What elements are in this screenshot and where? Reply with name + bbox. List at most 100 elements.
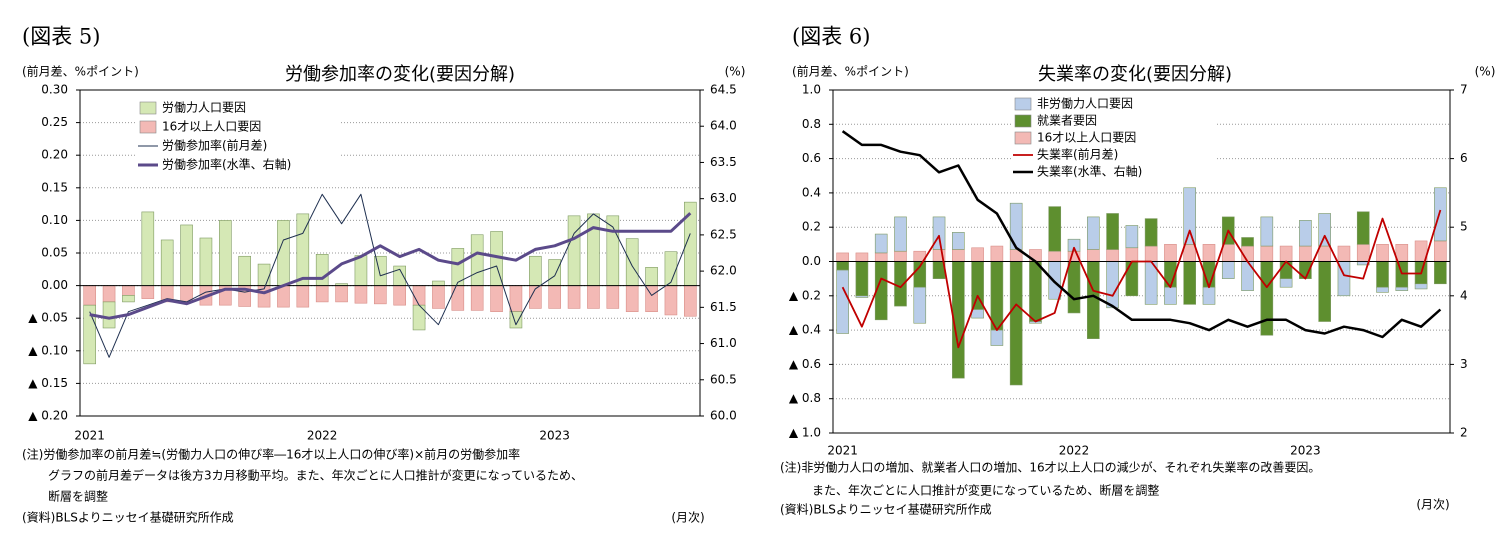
y-tick-label: 0.8 xyxy=(802,117,821,131)
bar xyxy=(141,211,155,286)
y-tick-label: 0.4 xyxy=(802,185,821,199)
bar xyxy=(1318,261,1331,322)
y2-tick-label: 4 xyxy=(1460,288,1468,302)
bar xyxy=(219,220,232,286)
bar xyxy=(277,285,290,308)
bar xyxy=(1086,249,1100,262)
y-tick-label: ▲ 0.8 xyxy=(789,391,821,405)
bar xyxy=(1395,286,1409,291)
bar xyxy=(664,251,678,286)
bar xyxy=(587,213,600,286)
bar xyxy=(490,285,503,312)
bar xyxy=(1144,245,1158,262)
bar xyxy=(836,252,849,262)
bar xyxy=(567,215,581,286)
bar xyxy=(1241,237,1254,247)
bar xyxy=(874,233,888,254)
x-unit: (月次) xyxy=(1416,498,1449,512)
bar xyxy=(913,286,927,324)
bar xyxy=(952,232,965,250)
bar xyxy=(971,309,984,319)
bar xyxy=(1009,202,1023,250)
y2-tick-label: 63.0 xyxy=(710,191,737,205)
note: 断層を調整 xyxy=(48,489,108,504)
bar xyxy=(1125,247,1139,262)
bar xyxy=(1318,213,1331,247)
bar xyxy=(1009,261,1023,386)
source: (資料)BLSよりニッセイ基礎研究所作成 xyxy=(22,510,234,525)
bar xyxy=(432,280,445,286)
bar xyxy=(1202,286,1216,305)
bar xyxy=(684,285,697,317)
bar xyxy=(894,216,907,252)
y2-tick-label: 62.5 xyxy=(710,227,737,241)
bar xyxy=(645,267,658,286)
x-tick-label: 2021 xyxy=(74,429,105,443)
y2-tick-label: 60.0 xyxy=(710,409,737,423)
bar xyxy=(1434,261,1447,285)
bar xyxy=(990,329,1004,346)
x-tick-label: 2021 xyxy=(827,444,858,458)
bar xyxy=(990,261,1004,331)
bar xyxy=(509,311,523,329)
bar xyxy=(567,285,581,309)
bar xyxy=(412,285,426,306)
y2-tick-label: 64.0 xyxy=(710,119,737,133)
y-tick-label: 0.25 xyxy=(41,115,68,129)
x-tick-label: 2022 xyxy=(1059,444,1090,458)
legend-swatch xyxy=(1014,114,1032,128)
bar xyxy=(470,234,484,286)
bar xyxy=(1279,245,1293,262)
bar xyxy=(122,285,135,296)
bar xyxy=(855,295,869,298)
bar xyxy=(238,255,251,286)
bar xyxy=(1106,213,1119,250)
y-tick-label: 0.20 xyxy=(41,148,68,162)
bar xyxy=(1299,220,1312,247)
legend-label: 16才以上人口要因 xyxy=(162,120,261,134)
bar xyxy=(315,254,329,286)
bar xyxy=(1434,240,1447,262)
y-tick-label: ▲ 1.0 xyxy=(789,426,821,440)
y-tick-label: 0.30 xyxy=(41,83,68,97)
y-tick-label: ▲ 0.20 xyxy=(28,409,68,423)
bar xyxy=(1086,261,1100,339)
bar xyxy=(1221,244,1235,262)
y2-tick-label: 2 xyxy=(1460,426,1468,440)
line xyxy=(89,212,692,320)
y2-tick-label: 63.5 xyxy=(710,155,737,169)
bar xyxy=(354,255,368,286)
y2-tick-label: 5 xyxy=(1460,220,1468,234)
bar xyxy=(625,285,639,312)
bar xyxy=(1048,206,1062,252)
bar xyxy=(1260,261,1274,336)
legend-label: 就業者要因 xyxy=(1037,114,1097,128)
y-axis-label: (前月差、%ポイント) xyxy=(22,64,139,79)
bar xyxy=(1279,278,1293,288)
y-tick-label: 1.0 xyxy=(802,83,821,97)
bar xyxy=(1434,187,1447,242)
bar xyxy=(83,285,96,306)
y-tick-label: 0.05 xyxy=(41,246,68,260)
y2-tick-label: 61.0 xyxy=(710,336,737,350)
bar xyxy=(952,249,965,262)
bar xyxy=(1067,238,1081,252)
y2-tick-label: 61.5 xyxy=(710,300,737,314)
bar xyxy=(354,285,368,304)
bar xyxy=(1356,244,1370,262)
bar xyxy=(587,285,600,309)
chart-title: 失業率の変化(要因分解) xyxy=(1038,64,1232,85)
bar xyxy=(836,261,849,271)
y-tick-label: 0.15 xyxy=(41,180,68,194)
bar xyxy=(257,263,271,286)
bar xyxy=(1029,261,1042,322)
legend-swatch xyxy=(139,101,157,115)
source: (資料)BLSよりニッセイ基礎研究所作成 xyxy=(780,502,992,517)
bar xyxy=(664,285,678,316)
bar xyxy=(277,220,290,286)
y-tick-label: ▲ 0.2 xyxy=(789,288,821,302)
bar xyxy=(874,252,888,262)
y-tick-label: 0.2 xyxy=(802,220,821,234)
bar xyxy=(1260,216,1274,247)
